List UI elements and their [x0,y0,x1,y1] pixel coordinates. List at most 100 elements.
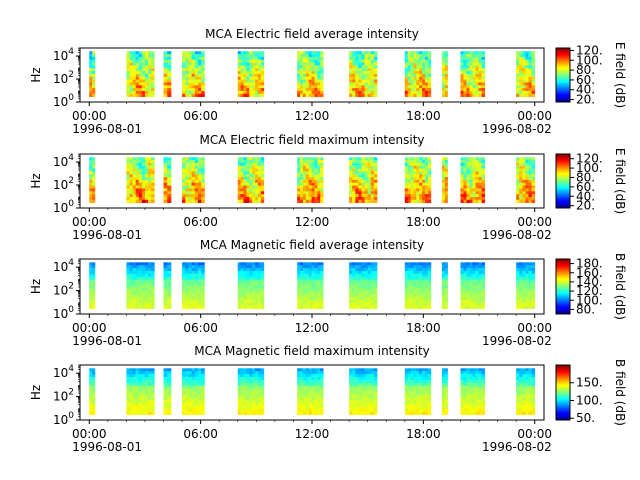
colorbar-label: E field (dB) [613,148,627,214]
y-tick-label: 102 [53,70,74,86]
data-segment [89,157,96,203]
data-segment [182,368,205,415]
colorbar-label: B field (dB) [613,359,627,426]
colorbar: 20.40.60.80.100.120. E field (dB) [555,148,627,214]
data-segment [349,51,378,97]
colorbar-tick-label: 50. [576,411,595,425]
x-tick-label: 00:00 [517,427,552,441]
data-segment [516,262,536,309]
x-date-label: 1996-08-01 [72,334,142,348]
y-tick-label: 100 [53,199,74,215]
panel-3: MCA Magnetic field average intensity Hz 10… [29,238,627,348]
x-tick-label: 00:00 [72,109,107,123]
x-date-label: 1996-08-01 [72,228,142,242]
data-segment [182,262,205,309]
x-tick-label: 06:00 [183,215,218,229]
panel-title: MCA Magnetic field average intensity [200,238,424,252]
data-segment [163,51,172,97]
colorbar-tick-label: 80. [576,170,595,184]
colorbar-tick-label: 20. [576,93,595,107]
panel-title: MCA Electric field average intensity [205,27,419,41]
colorbar-label: E field (dB) [613,42,627,108]
colorbar-tick-label: 60. [576,73,595,87]
colorbar-tick-label: 120. [576,152,603,166]
data-segment [182,51,205,97]
data-segment [126,262,155,309]
panel-1: MCA Electric field average intensity Hz 10… [29,27,627,136]
y-axis-label: Hz [29,279,43,294]
data-segment [349,262,378,309]
data-segment [126,157,155,203]
colorbar-tick-label: 100. [576,393,603,407]
panel-4: MCA Magnetic field maximum intensity Hz 10… [29,344,627,454]
x-date-label: 1996-08-01 [72,440,142,454]
colorbar-tick-label: 40. [576,83,595,97]
colorbar-tick-label: 20. [576,199,595,213]
colorbar-tick-label: 100. [576,161,603,175]
panel-title: MCA Electric field maximum intensity [199,133,424,147]
data-segment [441,262,448,309]
y-tick-label: 100 [53,93,74,109]
data-segment [237,157,265,203]
y-tick-label: 104 [53,153,74,169]
data-segment [460,368,486,415]
data-segment [297,368,324,415]
data-segment [182,157,205,203]
panel-title: MCA Magnetic field maximum intensity [194,344,430,358]
colorbar-tick-label: 80. [576,302,595,316]
colorbar-tick-label: 80. [576,63,595,77]
y-tick-label: 102 [53,388,74,404]
x-date-label: 1996-08-01 [72,122,142,136]
colorbar-tick-label: 120. [576,284,603,298]
data-segment [297,157,324,203]
data-segment [441,157,448,203]
data-segment [404,51,432,97]
panel-2: MCA Electric field maximum intensity Hz 10… [29,133,627,242]
x-tick-label: 18:00 [406,427,441,441]
y-tick-label: 104 [53,258,74,274]
colorbar-tick-label: 180. [576,257,603,271]
data-segment [126,51,155,97]
x-tick-label: 00:00 [517,321,552,335]
data-segment [460,157,486,203]
data-segment [460,51,486,97]
x-tick-label: 00:00 [72,215,107,229]
data-segment [297,51,324,97]
data-segment [89,368,96,415]
data-segment [237,262,265,309]
colorbar-tick-label: 100. [576,293,603,307]
y-tick-label: 102 [53,282,74,298]
x-tick-label: 06:00 [183,321,218,335]
x-tick-label: 00:00 [72,321,107,335]
x-tick-label: 18:00 [406,321,441,335]
x-date-label: 1996-08-02 [482,334,552,348]
x-tick-label: 12:00 [295,215,330,229]
y-tick-label: 104 [53,47,74,63]
x-tick-label: 00:00 [72,427,107,441]
x-tick-label: 00:00 [517,215,552,229]
colorbar-tick-label: 150. [576,376,603,390]
colorbar-tick-label: 40. [576,189,595,203]
data-segment [349,157,378,203]
data-segment [404,368,432,415]
y-tick-label: 102 [53,176,74,192]
x-tick-label: 12:00 [295,427,330,441]
data-segment [237,51,265,97]
x-tick-label: 12:00 [295,321,330,335]
data-segment [460,262,486,309]
x-date-label: 1996-08-02 [482,228,552,242]
data-segment [163,368,172,415]
data-segment [89,51,96,97]
colorbar-tick-label: 100. [576,53,603,67]
data-segment [516,51,536,97]
colorbar-tick-label: 160. [576,266,603,280]
colorbar-tick-label: 60. [576,180,595,194]
data-segment [516,157,536,203]
y-tick-label: 100 [53,305,74,321]
x-date-label: 1996-08-02 [482,122,552,136]
data-segment [126,368,155,415]
x-tick-label: 06:00 [183,109,218,123]
data-segment [297,262,324,309]
x-date-label: 1996-08-02 [482,440,552,454]
